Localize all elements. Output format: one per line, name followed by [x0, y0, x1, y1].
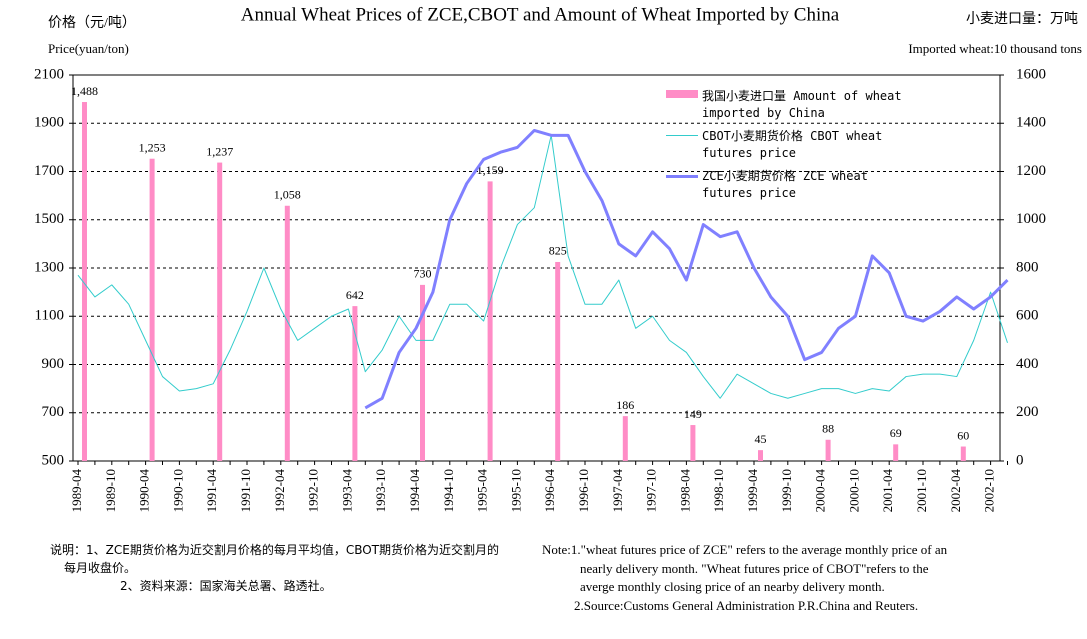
bar-label: 60 [957, 428, 969, 442]
bar [960, 446, 966, 461]
x-tick-label: 1994-10 [441, 469, 456, 512]
note: Note:1."wheat futures price of ZCE" refe… [542, 542, 948, 594]
x-tick-label: 2001-04 [880, 469, 895, 513]
legend-swatch [666, 175, 698, 178]
y2-axis-label: Imported wheat:10 thousand tons [908, 41, 1082, 56]
note: 说明：1、ZCE期货价格为近交割月价格的每月平均值，CBOT期货价格为近交割月的… [50, 543, 499, 575]
legend-item: CBOT小麦期货价格 CBOT wheat futures price [666, 128, 906, 162]
bar [825, 439, 831, 461]
x-tick-label: 2000-04 [813, 469, 828, 513]
y2-tick-label: 1000 [1016, 211, 1046, 227]
x-tick-label: 1998-04 [677, 469, 692, 513]
bar-label: 69 [890, 426, 902, 440]
notes-en: Note:1."wheat futures price of ZCE" refe… [542, 541, 962, 615]
note: 2、资料来源：国家海关总署、路透社。 [120, 579, 332, 593]
x-tick-label: 1990-10 [170, 469, 185, 512]
x-tick-label: 1999-10 [779, 469, 794, 512]
bar [555, 261, 561, 461]
y-tick-label: 900 [42, 356, 65, 372]
x-tick-label: 1989-04 [69, 469, 84, 513]
bar [487, 181, 493, 462]
legend-item: ZCE小麦期货价格 ZCE wheat futures price [666, 168, 906, 202]
x-tick-label: 1992-10 [306, 469, 321, 512]
bar [217, 162, 223, 462]
bar-label: 1,058 [274, 188, 301, 202]
legend-swatch [666, 135, 698, 136]
x-tick-label: 2002-10 [982, 469, 997, 512]
bar-label: 730 [414, 267, 432, 281]
chart-title: Annual Wheat Prices of ZCE,CBOT and Amou… [241, 4, 840, 25]
x-tick-label: 2002-04 [948, 469, 963, 513]
y-tick-label: 1700 [34, 163, 64, 179]
bar-label: 825 [549, 244, 567, 258]
bar-label: 1,488 [71, 84, 98, 98]
line [77, 134, 1008, 399]
y-axis-label-cn: 价格（元/吨） [48, 15, 136, 31]
legend: 我国小麦进口量 Amount of wheat imported by Chin… [666, 88, 906, 208]
x-tick-label: 1998-10 [711, 469, 726, 512]
bar-label: 88 [822, 422, 834, 436]
y-tick-label: 700 [42, 404, 65, 420]
bar [352, 306, 358, 461]
x-tick-label: 1996-04 [542, 469, 557, 513]
y-tick-label: 2100 [34, 66, 64, 82]
y2-tick-label: 600 [1016, 308, 1039, 324]
x-tick-label: 2000-10 [846, 469, 861, 512]
y2-tick-label: 200 [1016, 404, 1039, 420]
bar-label: 149 [684, 407, 702, 421]
line [364, 128, 1009, 410]
y-tick-label: 1300 [34, 259, 64, 275]
bar-label: 1,253 [139, 140, 166, 154]
bar [690, 425, 696, 461]
legend-label: CBOT小麦期货价格 CBOT wheat futures price [702, 129, 883, 160]
x-tick-label: 1992-04 [272, 469, 287, 513]
y-tick-label: 1100 [35, 308, 64, 324]
y2-tick-label: 400 [1016, 356, 1039, 372]
legend-swatch [666, 90, 698, 98]
x-tick-label: 1993-10 [373, 469, 388, 512]
notes-cn: 说明：1、ZCE期货价格为近交割月价格的每月平均值，CBOT期货价格为近交割月的… [50, 541, 510, 595]
legend-item: 我国小麦进口量 Amount of wheat imported by Chin… [666, 88, 906, 122]
y-tick-label: 1500 [34, 211, 64, 227]
bar [893, 444, 899, 461]
bar-label: 45 [755, 432, 767, 446]
x-tick-label: 1994-04 [407, 469, 422, 513]
y2-tick-label: 1600 [1016, 66, 1046, 82]
y2-tick-label: 1400 [1016, 115, 1046, 131]
x-tick-label: 1995-10 [508, 469, 523, 512]
x-tick-label: 1997-10 [644, 469, 659, 512]
x-tick-label: 1999-04 [745, 469, 760, 513]
bar-label: 1,159 [477, 163, 504, 177]
y2-tick-label: 1200 [1016, 163, 1046, 179]
y-tick-label: 1900 [34, 115, 64, 131]
x-tick-label: 1990-04 [137, 469, 152, 513]
legend-label: 我国小麦进口量 Amount of wheat imported by Chin… [702, 89, 902, 120]
bar-label: 1,237 [206, 144, 233, 158]
legend-label: ZCE小麦期货价格 ZCE wheat futures price [702, 169, 868, 200]
x-tick-label: 1996-10 [576, 469, 591, 512]
y2-tick-label: 0 [1016, 452, 1024, 468]
y-axis-label: Price(yuan/ton) [48, 41, 129, 56]
bar [284, 205, 290, 461]
y-tick-label: 500 [42, 452, 65, 468]
note: 2.Source:Customs General Administration … [574, 597, 919, 613]
bar-label: 642 [346, 288, 364, 302]
x-tick-label: 1997-04 [610, 469, 625, 513]
x-tick-label: 2001-10 [914, 469, 929, 512]
x-tick-label: 1991-10 [238, 469, 253, 512]
bar-label: 186 [616, 398, 634, 412]
x-tick-label: 1991-04 [204, 469, 219, 513]
x-tick-label: 1989-10 [103, 469, 118, 512]
x-tick-label: 1995-04 [475, 469, 490, 513]
x-tick-label: 1993-04 [339, 469, 354, 513]
y2-tick-label: 800 [1016, 259, 1039, 275]
bar [758, 450, 763, 461]
bar [82, 102, 87, 462]
bar [622, 416, 628, 461]
bar [149, 158, 155, 461]
y2-axis-label-cn: 小麦进口量：万吨 [966, 11, 1078, 27]
bar [420, 284, 425, 461]
